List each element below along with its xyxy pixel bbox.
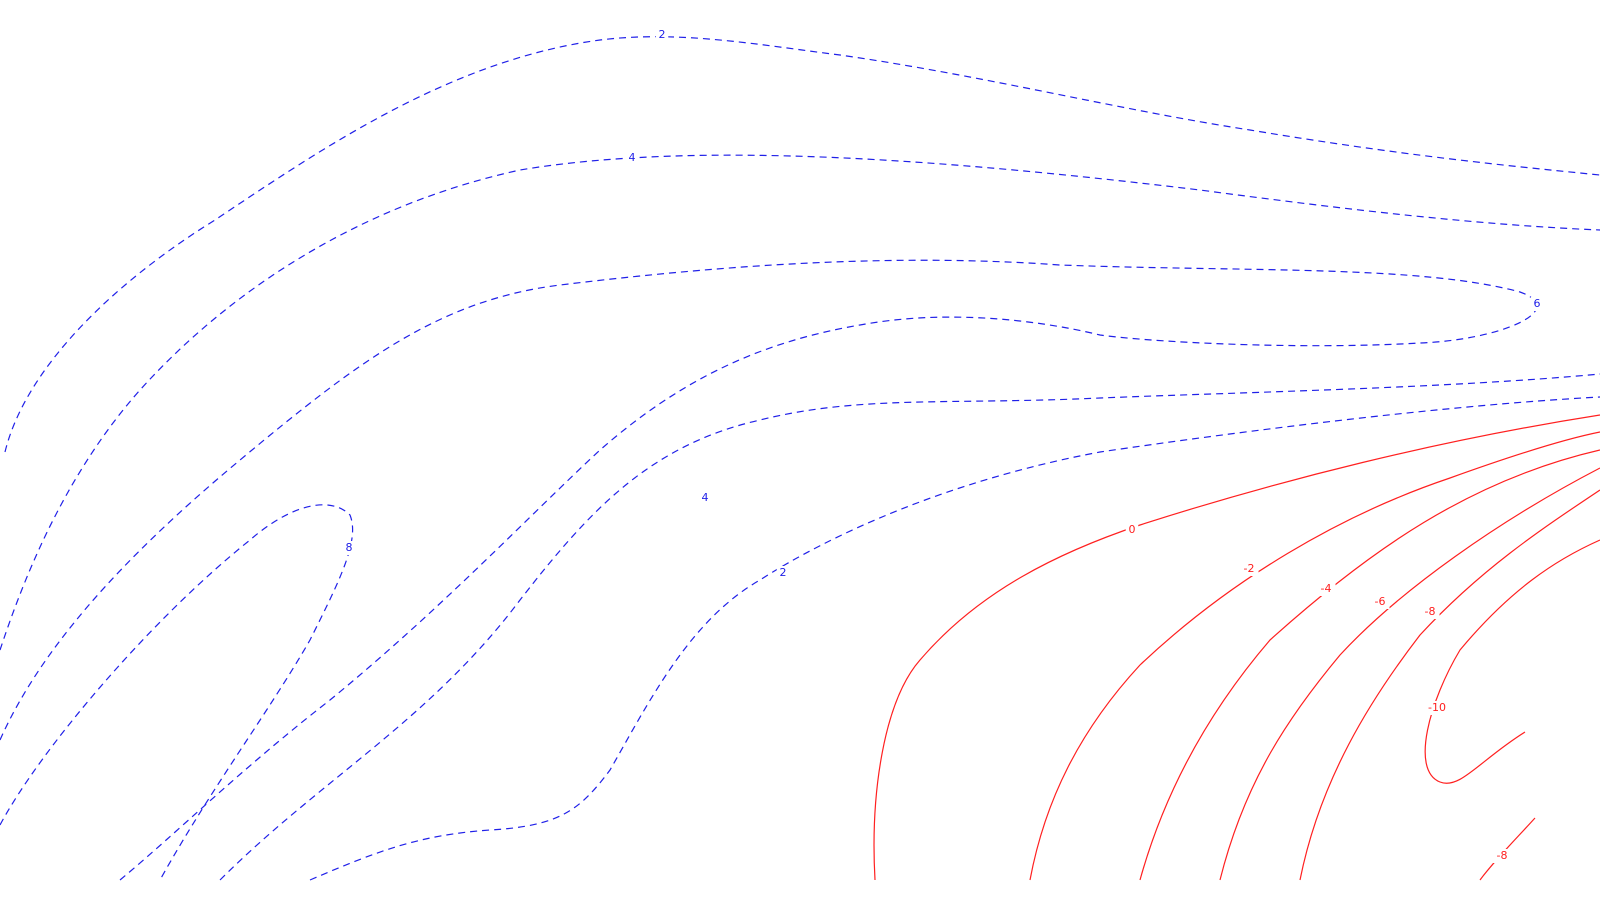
contour-label: -8 — [1425, 605, 1436, 618]
contour-label: -8 — [1497, 849, 1508, 862]
contour-line-neg4-8 — [1139, 449, 1600, 881]
contour-labels: 2 4 6 8 4 2 0 -2 -4 -6 -8 -10 -8 — [342, 28, 1544, 863]
contour-line-4-1 — [0, 154, 1600, 651]
contour-label-bg — [342, 541, 356, 555]
contour-line-0-6 — [873, 414, 1600, 881]
contour-line-2-5 — [309, 396, 1600, 881]
contour-label: 2 — [780, 566, 787, 579]
contour-label-bg — [1125, 523, 1139, 537]
contour-label-bg — [1370, 595, 1390, 609]
contour-label-bg — [698, 491, 712, 505]
contour-label-bg — [1530, 297, 1544, 311]
contour-line-2-3 — [0, 504, 354, 881]
contour-line-neg2-7 — [1029, 431, 1600, 881]
contour-label: -2 — [1244, 562, 1255, 575]
contour-line-4-4 — [219, 373, 1600, 881]
contour-label-bg — [1316, 582, 1336, 596]
contour-label: 6 — [1534, 297, 1541, 310]
contour-label-bg — [1420, 605, 1440, 619]
contour-label-bg — [776, 566, 790, 580]
contour-label: -10 — [1428, 701, 1446, 714]
contour-line-2-0 — [4, 36, 1600, 453]
contour-label: -6 — [1375, 595, 1386, 608]
contour-label: 8 — [346, 541, 353, 554]
contour-line-neg10-11 — [1424, 539, 1600, 784]
contour-label-bg — [1239, 562, 1259, 576]
contour-label: 2 — [659, 28, 666, 41]
contour-line-4-2 — [0, 259, 1538, 881]
contour-label: 0 — [1129, 523, 1136, 536]
contour-line-neg6-9 — [1219, 467, 1600, 881]
contour-label: 4 — [702, 491, 709, 504]
contour-label-bg — [655, 28, 669, 42]
contour-lines — [0, 36, 1600, 881]
contour-line-neg8-10 — [1299, 489, 1600, 881]
contour-label: -4 — [1321, 582, 1332, 595]
contour-label-bg — [625, 151, 639, 165]
contour-label-bg — [1492, 849, 1512, 863]
contour-label-bg — [1424, 701, 1450, 715]
contour-label: 4 — [629, 151, 636, 164]
